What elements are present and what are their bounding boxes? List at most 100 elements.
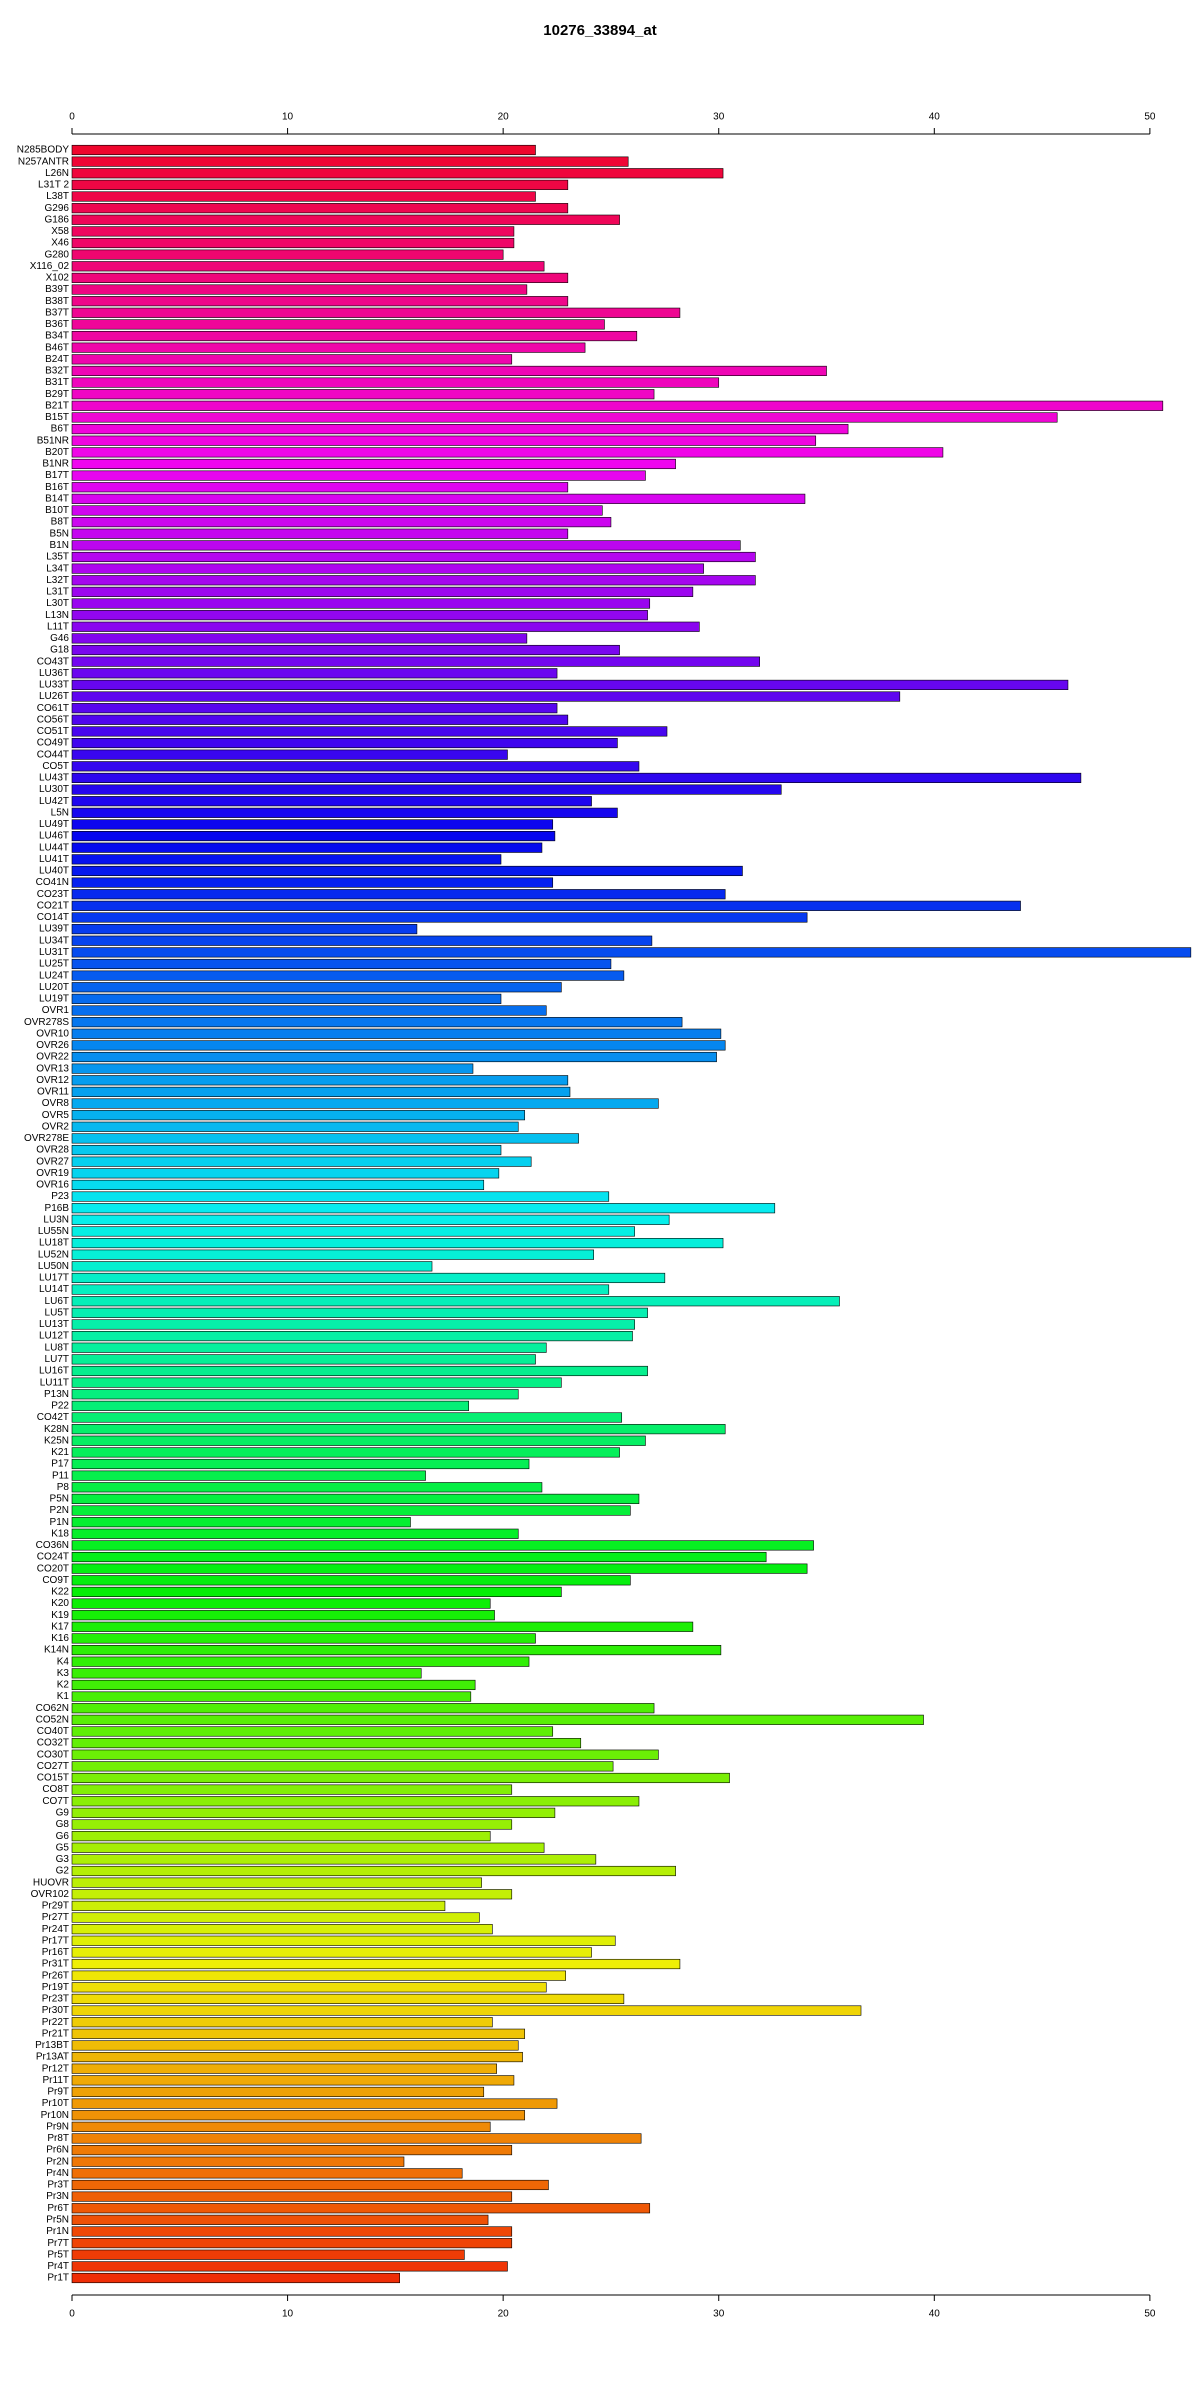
y-tick-label: Pr26T	[42, 1970, 69, 1981]
bar	[71, 365, 827, 377]
x-tick-label: 40	[929, 2309, 941, 2320]
bar	[71, 854, 502, 865]
y-tick-label: Pr10T	[42, 2098, 69, 2109]
y-tick-label: CO7T	[42, 1796, 69, 1807]
bar	[71, 528, 569, 539]
bar	[71, 633, 528, 644]
bar	[71, 1424, 726, 1435]
y-tick-label: B24T	[45, 354, 69, 365]
bar	[71, 1365, 648, 1377]
bar	[71, 1970, 566, 1981]
bar	[71, 1679, 476, 1691]
y-tick-label: Pr29T	[42, 1901, 69, 1912]
bar	[71, 412, 1058, 423]
bar	[71, 1761, 614, 1772]
y-tick-label: B16T	[45, 482, 69, 493]
y-tick-label: L35T	[46, 552, 69, 563]
y-tick-label: B31T	[45, 377, 69, 388]
y-tick-label: G3	[56, 1854, 70, 1865]
y-tick-label: B17T	[45, 470, 69, 481]
bar	[71, 586, 694, 597]
bar	[71, 1796, 640, 1807]
y-tick-label: B8T	[51, 517, 69, 528]
bar	[71, 1284, 610, 1295]
bar	[71, 1703, 655, 1714]
y-tick-label: Pr7T	[47, 2238, 69, 2249]
bar	[71, 1714, 924, 1725]
bar	[71, 1691, 472, 1702]
bar	[71, 1551, 767, 1563]
y-tick-label: LU12T	[39, 1331, 69, 1342]
y-tick-label: LU30T	[39, 784, 69, 795]
y-tick-label: Pr30T	[42, 2005, 69, 2016]
bar	[71, 1389, 519, 1400]
y-tick-label: Pr27T	[42, 1912, 69, 1923]
y-tick-label: B34T	[45, 331, 69, 342]
y-tick-label: X102	[46, 273, 70, 284]
bar	[71, 1633, 536, 1644]
bar	[71, 1854, 597, 1865]
bar	[71, 1377, 562, 1388]
bar	[71, 424, 849, 435]
y-tick-label: CO41N	[36, 877, 69, 888]
y-tick-label: B15T	[45, 412, 69, 423]
y-tick-label: LU8T	[45, 1342, 69, 1353]
bar	[71, 1738, 582, 1749]
y-tick-label: CO49T	[37, 738, 69, 749]
bar	[71, 2005, 862, 2016]
bar	[71, 330, 638, 342]
y-tick-label: G18	[50, 645, 69, 656]
y-tick-label: LU46T	[39, 831, 69, 842]
bar	[71, 2249, 465, 2260]
bar	[71, 203, 569, 214]
y-tick-label: L30T	[46, 598, 69, 609]
bar	[71, 1296, 840, 1307]
y-tick-label: LU11T	[40, 1377, 69, 1388]
bar	[71, 1133, 579, 1144]
bar	[71, 1017, 683, 1028]
y-tick-label: CO23T	[37, 889, 69, 900]
bar	[71, 1307, 648, 1318]
y-tick-label: Pr13AT	[36, 2052, 69, 2063]
bar	[71, 1214, 670, 1225]
y-tick-label: HUOVR	[33, 1877, 69, 1888]
bar	[71, 761, 640, 772]
y-tick-label: LU49T	[39, 819, 69, 830]
y-tick-label: Pr10N	[41, 2110, 69, 2121]
y-tick-label: CO21T	[37, 900, 69, 911]
bar	[71, 249, 504, 260]
bar	[71, 2168, 463, 2179]
y-tick-label: LU16T	[39, 1366, 69, 1377]
bar	[71, 656, 760, 667]
bar	[71, 168, 724, 179]
y-tick-label: LU13T	[39, 1319, 69, 1330]
y-tick-label: LU7T	[45, 1354, 69, 1365]
y-tick-label: OVR19	[36, 1168, 69, 1179]
y-tick-label: LU24T	[39, 970, 69, 981]
bar	[71, 1493, 640, 1504]
y-tick-label: OVR27	[36, 1156, 69, 1167]
bar	[71, 1319, 635, 1330]
bar	[71, 1924, 493, 1935]
bar	[71, 482, 569, 493]
bar	[71, 1458, 530, 1470]
bar	[71, 2214, 489, 2225]
y-tick-label: L34T	[46, 563, 69, 574]
bar	[71, 1621, 694, 1632]
x-tick-label: 20	[498, 2309, 510, 2320]
bar	[71, 1238, 724, 1249]
bar	[71, 668, 558, 679]
bar	[71, 1505, 631, 1516]
bar	[71, 935, 653, 946]
bar	[71, 563, 704, 574]
bar	[71, 900, 1021, 911]
bar	[71, 1005, 547, 1016]
y-tick-label: CO52N	[36, 1714, 69, 1725]
y-tick-label: OVR12	[36, 1075, 69, 1086]
bar	[71, 1517, 411, 1528]
bar	[71, 2272, 400, 2284]
x-tick-label: 0	[69, 2309, 75, 2320]
y-tick-label: Pr3T	[47, 2180, 69, 2191]
bar	[71, 1668, 422, 1679]
